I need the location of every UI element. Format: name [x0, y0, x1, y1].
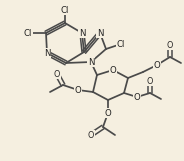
Text: O: O — [147, 76, 153, 85]
Text: N: N — [97, 28, 103, 38]
Text: N: N — [88, 57, 94, 66]
Text: N: N — [44, 48, 50, 57]
Text: O: O — [154, 61, 160, 70]
Text: O: O — [110, 66, 116, 75]
Text: O: O — [88, 131, 94, 139]
Text: O: O — [54, 70, 60, 79]
Text: O: O — [167, 41, 173, 49]
Text: Cl: Cl — [24, 28, 32, 38]
Text: O: O — [134, 93, 140, 101]
Text: Cl: Cl — [61, 5, 69, 14]
Text: N: N — [79, 28, 85, 38]
Text: O: O — [105, 109, 111, 118]
Text: Cl: Cl — [117, 39, 125, 48]
Text: O: O — [75, 85, 81, 95]
